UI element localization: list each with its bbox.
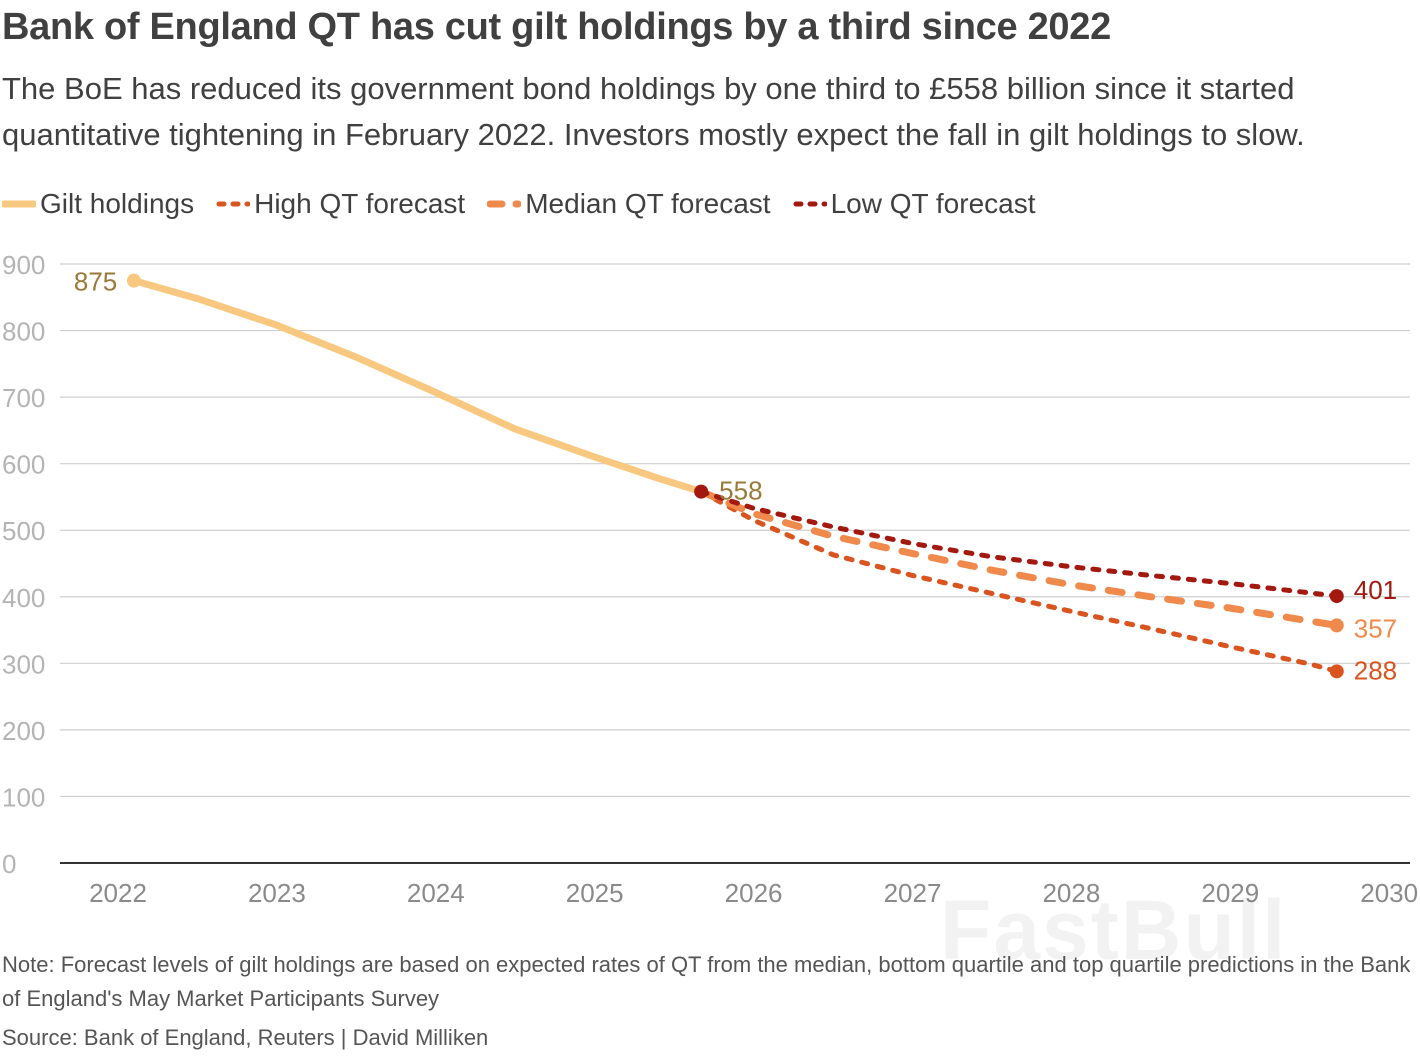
legend-swatch-gilt-holdings [2, 200, 36, 208]
legend-swatch-high-qt [216, 201, 251, 207]
series-line-low-qt-forecast [698, 489, 1340, 599]
gridlines [60, 263, 1410, 798]
y-tick-label: 300 [2, 649, 45, 679]
watermark: FastBull [940, 883, 1288, 977]
legend: Gilt holdings High QT forecast Median QT… [2, 184, 1058, 224]
data-label: 357 [1354, 613, 1397, 643]
series-line-gilt-holdings [130, 277, 705, 496]
x-tick-label: 2023 [248, 878, 306, 908]
legend-label-high-qt: High QT forecast [254, 188, 466, 219]
x-tick-label: 2022 [89, 878, 147, 908]
series-line-median-qt-forecast [697, 488, 1341, 629]
point-gilt-start [126, 273, 141, 288]
x-tick-label: 2028 [1042, 878, 1100, 908]
y-tick-label: 700 [2, 383, 45, 413]
chart-title: Bank of England QT has cut gilt holdings… [2, 6, 1111, 48]
point-end-high-qt-forecast [1329, 664, 1344, 679]
legend-swatch-median-qt [487, 200, 522, 208]
legend-swatch-low-qt [793, 201, 827, 207]
legend-item-gilt-holdings: Gilt holdings [2, 188, 194, 220]
y-tick-label: 800 [2, 317, 45, 347]
point-end-median-qt-forecast [1329, 618, 1344, 633]
legend-label-gilt-holdings: Gilt holdings [40, 188, 195, 219]
series-lines [130, 277, 1341, 674]
chart-subtitle: The BoE has reduced its government bond … [2, 71, 1305, 152]
legend-item-high-qt: High QT forecast [216, 188, 465, 220]
y-tick-label: 0 [2, 849, 16, 879]
x-tick-label: 2027 [884, 878, 942, 908]
data-label: 288 [1354, 655, 1397, 685]
legend-label-low-qt: Low QT forecast [830, 188, 1036, 219]
legend-label-median-qt: Median QT forecast [525, 188, 771, 219]
series-line-high-qt-forecast [698, 489, 1340, 674]
chart-note: Note: Forecast levels of gilt holdings a… [2, 952, 1411, 1011]
y-tick-label: 900 [2, 250, 45, 280]
data-label: 558 [719, 476, 762, 506]
x-tick-label: 2025 [566, 878, 624, 908]
y-tick-label: 500 [2, 516, 45, 546]
y-tick-label: 400 [2, 583, 45, 613]
data-label: 401 [1354, 575, 1397, 605]
x-tick-label: 2026 [725, 878, 783, 908]
point-gilt-latest [694, 484, 709, 499]
axes: 0 100 200 300 400 500 600 700 800 900 2022 2023 2024… [2, 250, 1418, 908]
legend-item-median-qt: Median QT forecast [487, 188, 771, 220]
x-tick-label: 2029 [1201, 878, 1259, 908]
y-tick-label: 200 [2, 716, 45, 746]
y-tick-label: 100 [2, 782, 45, 812]
chart-source: Source: Bank of England, Reuters | David… [2, 1025, 489, 1050]
line-chart: 0 100 200 300 400 500 600 700 800 900 2022 2023 2024… [2, 250, 1418, 908]
legend-item-low-qt: Low QT forecast [793, 188, 1036, 220]
y-tick-label: 600 [2, 450, 45, 480]
x-tick-label: 2024 [407, 878, 465, 908]
point-end-low-qt-forecast [1329, 589, 1344, 604]
data-label: 875 [74, 267, 117, 297]
x-tick-label: 2030 [1360, 878, 1418, 908]
data-labels: 875 558 288 357 401 [74, 267, 1397, 686]
